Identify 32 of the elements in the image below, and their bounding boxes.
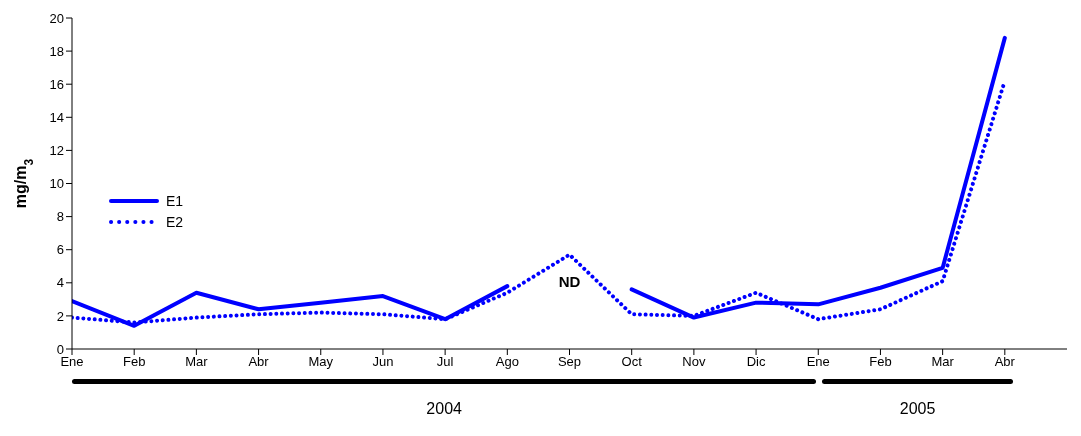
legend-label: E2 bbox=[166, 213, 184, 230]
x-tick-label: Jun bbox=[372, 354, 394, 370]
y-tick-label: 18 bbox=[49, 43, 64, 59]
x-tick-label: Nov bbox=[682, 354, 706, 370]
x-tick-label: Abr bbox=[994, 354, 1016, 370]
x-tick-label: May bbox=[308, 354, 334, 370]
text: 2004 bbox=[425, 400, 463, 418]
x-tick-label: Ago bbox=[495, 354, 519, 370]
y-tick-label: 10 bbox=[49, 176, 64, 192]
x-tick-label: Abr bbox=[248, 354, 270, 370]
x-tick-label: Feb bbox=[122, 354, 146, 370]
legend-label: E1 bbox=[166, 192, 184, 209]
x-tick-label: Dic bbox=[746, 354, 766, 370]
x-tick-label: Ene bbox=[806, 354, 830, 370]
x-tick-label: Mar bbox=[931, 354, 955, 370]
text: 2005 bbox=[898, 400, 937, 418]
x-tick-label: Oct bbox=[621, 354, 643, 370]
y-tick-label: 6 bbox=[56, 242, 64, 258]
y-tick-label: 14 bbox=[49, 109, 64, 125]
y-tick-label: 0 bbox=[56, 341, 64, 357]
x-tick-label: Ene bbox=[60, 354, 84, 370]
y-tick-label: 4 bbox=[56, 275, 64, 291]
y-tick-label: 20 bbox=[49, 10, 64, 26]
y-tick-label: 16 bbox=[49, 76, 64, 92]
y-tick-label: 12 bbox=[49, 143, 64, 159]
annotation: ND bbox=[557, 272, 582, 290]
x-tick-label: Feb bbox=[869, 354, 892, 370]
y-tick-label: 8 bbox=[56, 209, 64, 225]
y-tick-label: 2 bbox=[56, 308, 64, 324]
x-tick-label: Sep bbox=[557, 354, 582, 370]
x-tick-label: Jul bbox=[436, 354, 454, 370]
x-tick-label: Mar bbox=[185, 354, 209, 370]
